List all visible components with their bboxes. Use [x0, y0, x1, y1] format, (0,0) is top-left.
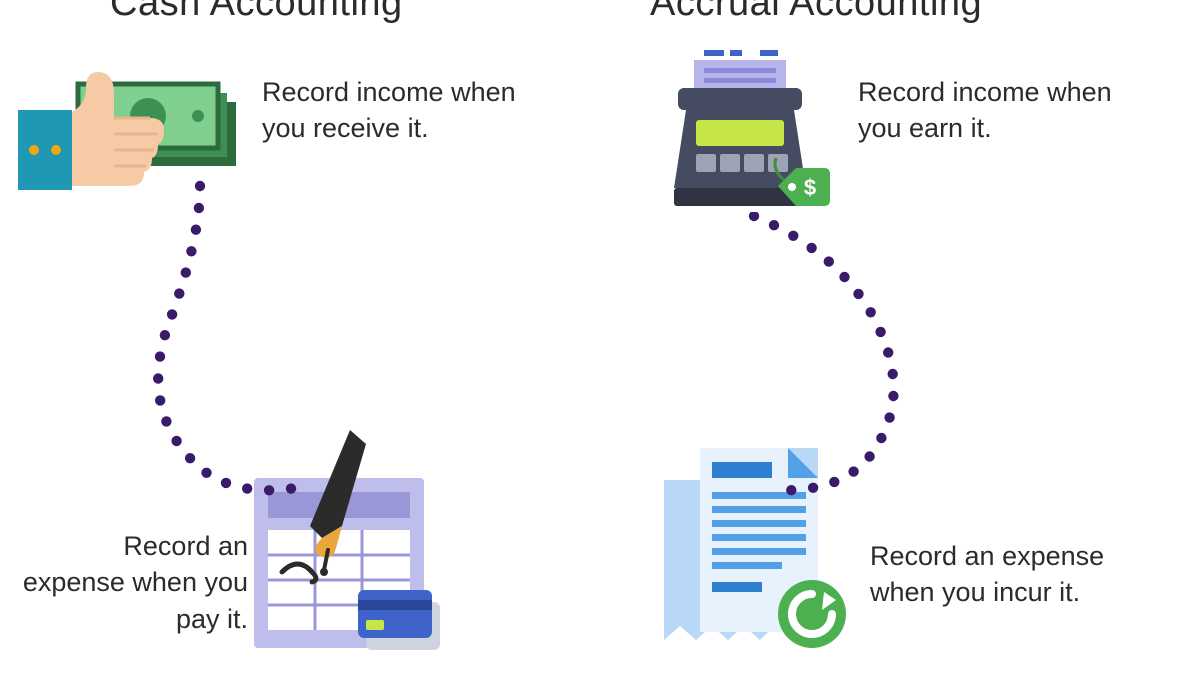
cash-thumbs-up-icon [18, 42, 238, 202]
svg-text:$: $ [804, 175, 816, 200]
left-top-text: Record income when you receive it. [262, 74, 542, 147]
right-title: Accrual Accounting [650, 0, 982, 25]
infographic-canvas: Cash Accounting Accrual Accounting [0, 0, 1200, 675]
left-bottom-text: Record an expense when you pay it. [18, 528, 248, 637]
right-dot-path [700, 212, 940, 502]
left-dot-path [80, 180, 340, 500]
cash-register-icon: $ [648, 38, 838, 228]
right-top-text: Record income when you earn it. [858, 74, 1138, 147]
left-title: Cash Accounting [110, 0, 403, 25]
right-bottom-text: Record an expense when you incur it. [870, 538, 1150, 611]
